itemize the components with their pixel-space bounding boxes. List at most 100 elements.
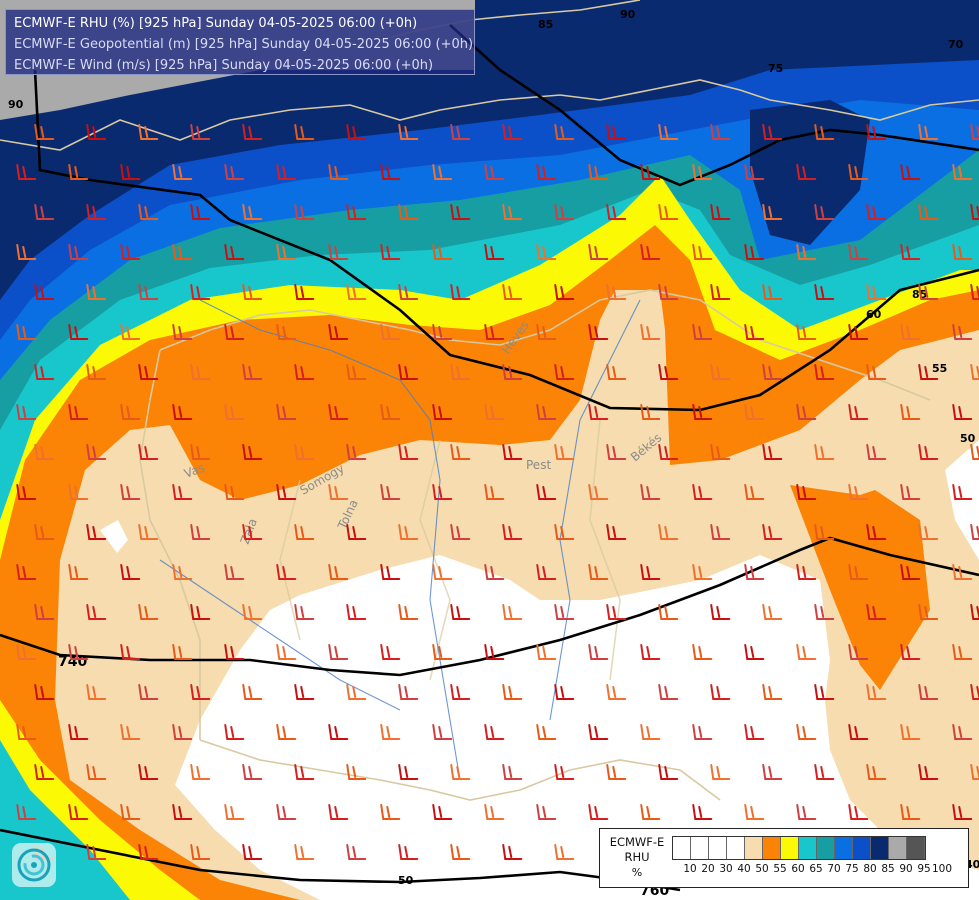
wind-barb-icon [172,644,193,660]
wind-barb-icon [796,804,817,820]
wind-barb-icon [640,724,661,740]
wind-barb-icon [692,484,713,500]
wind-barb-icon [710,204,731,220]
wind-barb-icon [502,444,523,460]
wind-barb-icon [744,164,765,180]
legend-tick: 75 [845,863,859,875]
wind-barb-icon [952,164,973,180]
wind-barb-icon [640,164,661,180]
wind-barb-icon [68,564,89,580]
wind-barb-icon [224,164,245,180]
wind-barb-icon [380,804,401,820]
wind-barb-icon [432,324,453,340]
wind-barb-icon [710,604,731,620]
wind-barb-icon [814,284,835,300]
wind-barb-icon [68,324,89,340]
wind-barb-icon [346,284,367,300]
wind-barb-icon [328,484,349,500]
wind-barb-icon [814,124,835,140]
wind-barb-icon [68,484,89,500]
swirl-logo-icon [12,843,56,887]
wind-barb-icon [658,204,679,220]
wind-barb-icon [328,644,349,660]
wind-barb-icon [16,484,37,500]
wind-barb-icon [242,524,263,540]
wind-barb-icon [380,484,401,500]
wind-barb-icon [796,324,817,340]
wind-barb-icon [484,564,505,580]
wind-barb-icon [294,444,315,460]
legend-tick: 10 [683,863,697,875]
wind-barb-icon [432,244,453,260]
wind-barb-icon [398,604,419,620]
wind-barb-icon [796,484,817,500]
wind-barb-icon [294,684,315,700]
wind-barb-icon [276,244,297,260]
wind-barb-icon [866,364,887,380]
place-label-vas: Vas [182,461,206,481]
wind-barb-icon [86,604,107,620]
legend-swatch [907,837,925,859]
wind-barb-icon [484,404,505,420]
wind-barb-icon [848,244,869,260]
wind-barb-icon [16,244,37,260]
wind-barb-icon [952,724,973,740]
wind-barb-icon [606,684,627,700]
wind-barb-icon [276,404,297,420]
wind-barb-icon [762,764,783,780]
wind-barb-icon [744,564,765,580]
wind-barb-icon [450,124,471,140]
wind-barb-icon [190,204,211,220]
wind-barb-icon [606,524,627,540]
wind-barb-icon [224,404,245,420]
wind-barb-icon [328,404,349,420]
wind-barb-icon [554,284,575,300]
wind-barb-icon [34,284,55,300]
wind-barb-icon [86,284,107,300]
legend-color-scale [672,836,926,860]
wind-barb-icon [398,844,419,860]
wind-barb-icon [848,724,869,740]
wind-barb-icon [120,644,141,660]
wind-barb-icon [692,324,713,340]
wind-barb-icon [536,564,557,580]
wind-barb-icon [918,764,939,780]
wind-barb-icon [190,764,211,780]
wind-barb-icon [398,124,419,140]
wind-barb-icon [68,164,89,180]
wind-barb-icon [432,164,453,180]
wind-barb-icon [450,284,471,300]
wind-barb-icon [380,724,401,740]
rhu-label: 75 [768,62,783,75]
wind-barb-icon [86,124,107,140]
wind-barb-icon [606,124,627,140]
hu-border [159,289,931,401]
title-geopotential: ECMWF-E Geopotential (m) [925 hPa] Sunda… [14,37,474,52]
legend-tick: 80 [863,863,877,875]
wind-barb-icon [34,764,55,780]
wind-barb-icon [34,204,55,220]
wind-barb-icon [172,724,193,740]
wind-barb-icon [484,244,505,260]
wind-barb-icon [16,404,37,420]
wind-barb-icon [432,724,453,740]
wind-barb-icon [224,724,245,740]
wind-barb-icon [900,564,921,580]
wind-barb-icon [450,364,471,380]
wind-barb-icon [900,484,921,500]
wind-barb-icon [328,324,349,340]
wind-barb-icon [242,844,263,860]
legend-swatch [781,837,799,859]
wind-barb-icon [120,564,141,580]
wind-barb-icon [294,524,315,540]
wind-barb-icon [346,204,367,220]
wind-barb-icon [536,244,557,260]
legend-tick: 20 [701,863,715,875]
rhu-legend: ECMWF-E RHU % 10 20 30 40 50 55 60 65 70 75 80 85 90… [599,828,969,888]
wind-barb-icon [484,804,505,820]
river-tisza [549,299,641,721]
wind-barb-icon [866,524,887,540]
wind-barb-icon [380,324,401,340]
wind-barb-icon [900,324,921,340]
wind-barb-icon [554,604,575,620]
